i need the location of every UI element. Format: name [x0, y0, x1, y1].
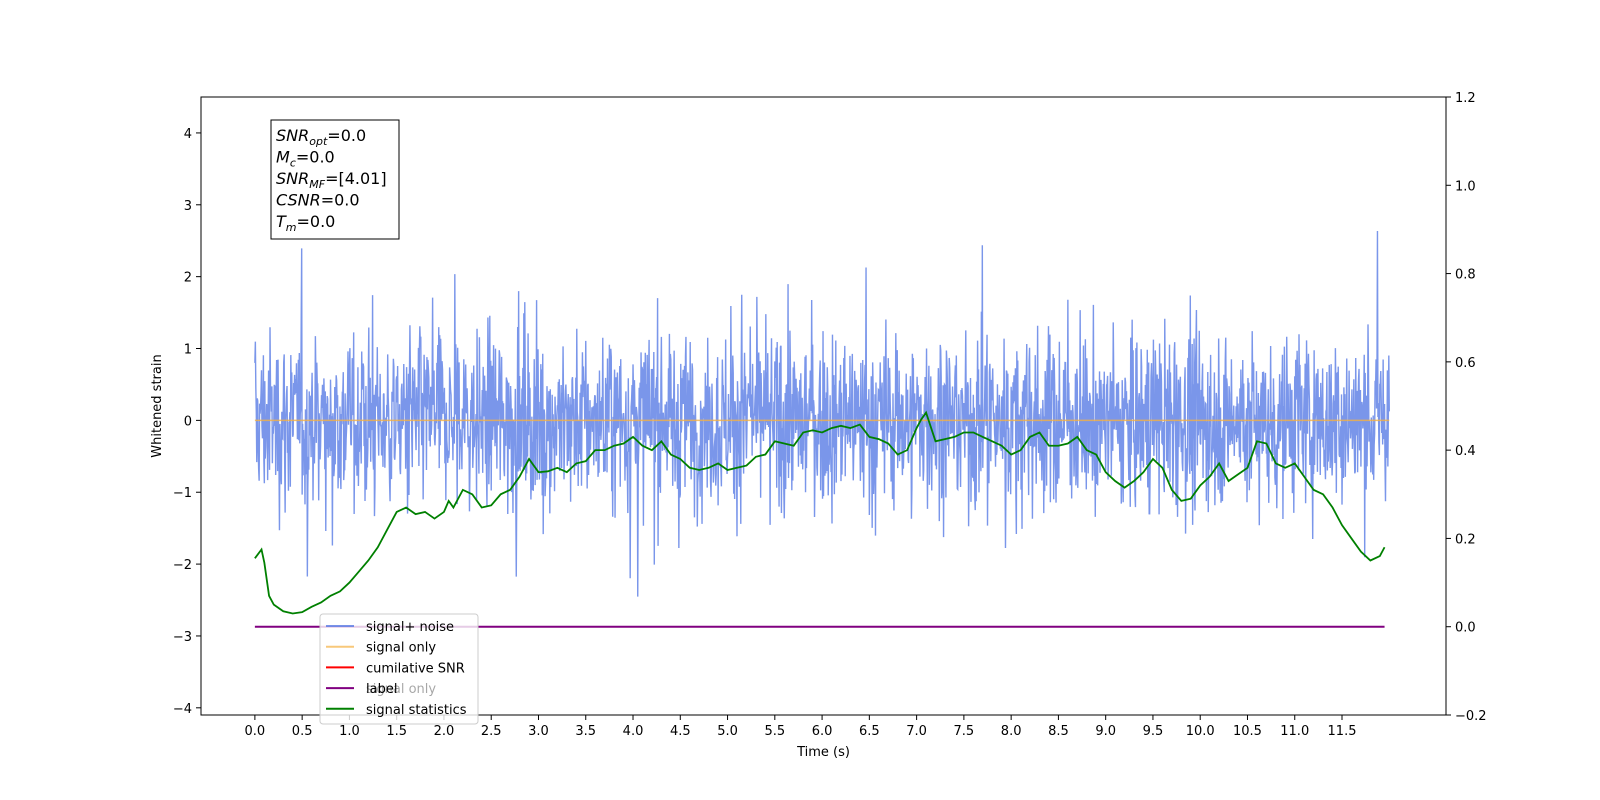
- annotation-var: SNR: [276, 126, 309, 145]
- x-tick-label: 2.0: [434, 724, 455, 739]
- annotation-value: =0.0: [321, 191, 360, 210]
- x-tick-label: 3.5: [575, 724, 596, 739]
- annotation-frame: [270, 119, 400, 240]
- annotation-value: =0.0: [296, 148, 335, 167]
- y2-tick-label: 0.8: [1455, 268, 1476, 283]
- x-tick-label: 5.5: [764, 724, 785, 739]
- plot-frame: [200, 96, 1447, 716]
- legend-label: signal only: [366, 641, 436, 656]
- x-tick-label: 7.5: [954, 724, 975, 739]
- annotation-line: Tm=0.0: [276, 212, 335, 234]
- x-tick-label: 1.0: [339, 724, 360, 739]
- x-tick-label: 9.0: [1095, 724, 1116, 739]
- x-tick-label: 5.0: [717, 724, 738, 739]
- x-tick-label: 0.0: [245, 724, 266, 739]
- x-tick-label: 11.5: [1328, 724, 1357, 739]
- annotation-sub: m: [286, 221, 297, 234]
- y2-tick-label: 1.2: [1455, 91, 1476, 106]
- y2-tick-label: 0.4: [1455, 444, 1476, 459]
- annotation-var: CSNR: [276, 191, 321, 210]
- series-signal-statistics: [254, 410, 1386, 615]
- y2-tick-label: −0.2: [1455, 709, 1487, 724]
- annotation-line: CSNR=0.0: [276, 191, 360, 210]
- legend-frame: [319, 613, 479, 725]
- y2-tick-label: 0.0: [1455, 621, 1476, 636]
- axes: 0.0 0.5 1.0 1.5 2.0 2.5 3.0 3.5 4.0 4.5 5.0 5.5 6.0 6…: [150, 91, 1487, 760]
- annotation-var: SNR: [276, 169, 309, 188]
- x-tick-label: 0.5: [292, 724, 313, 739]
- y-tick-label: 1: [184, 343, 192, 358]
- annotation-line: SNRopt=0.0: [276, 126, 366, 148]
- x-tick-label: 1.5: [386, 724, 407, 739]
- legend-label: cumilative SNR: [366, 661, 465, 676]
- annotation-var: M: [276, 148, 290, 167]
- x-tick-label: 3.0: [528, 724, 549, 739]
- annotation-value: =[4.01]: [325, 169, 387, 188]
- y-tick-label: 2: [184, 271, 192, 286]
- y2-tick-label: 0.6: [1455, 356, 1476, 371]
- legend-label: label: [366, 682, 397, 697]
- y2-tick-label: 0.2: [1455, 532, 1476, 547]
- x-tick-label: 8.5: [1048, 724, 1069, 739]
- y-tick-label: −3: [173, 630, 192, 645]
- annotation-sub: MF: [309, 178, 325, 191]
- y-tick-label: 3: [184, 199, 192, 214]
- x-tick-label: 6.5: [859, 724, 880, 739]
- y-axis-label: Whitened strain: [150, 354, 165, 457]
- x-tick-label: 4.0: [623, 724, 644, 739]
- x-tick-label: 4.5: [670, 724, 691, 739]
- x-tick-label: 7.0: [906, 724, 927, 739]
- y2-tick-label: 1.0: [1455, 179, 1476, 194]
- legend-label: signal+ noise: [366, 620, 454, 635]
- annotation-value: =0.0: [327, 126, 366, 145]
- y-tick-label: 4: [184, 127, 192, 142]
- annotation-line: SNRMF=[4.01]: [276, 169, 387, 191]
- x-tick-label: 11.0: [1280, 724, 1309, 739]
- y-tick-label: 0: [184, 414, 192, 429]
- x-tick-label: 6.0: [812, 724, 833, 739]
- y-tick-label: −2: [173, 558, 192, 573]
- annotation-line: Mc=0.0: [276, 148, 335, 170]
- legend: signal+ noise signal only cumilative SNR la…: [319, 613, 479, 725]
- x-tick-label: 8.0: [1001, 724, 1022, 739]
- x-tick-label: 10.5: [1233, 724, 1262, 739]
- x-tick-label: 9.5: [1143, 724, 1164, 739]
- x-tick-label: 2.5: [481, 724, 502, 739]
- annotation-sub: opt: [309, 135, 328, 148]
- x-axis-label: Time (s): [796, 745, 850, 760]
- annotation-value: =0.0: [297, 212, 336, 231]
- annotation-box: SNRopt=0.0Mc=0.0SNRMF=[4.01]CSNR=0.0Tm=0…: [270, 119, 400, 240]
- annotation-sub: c: [290, 157, 296, 170]
- annotation-var: T: [276, 212, 287, 231]
- legend-ghost-text: signal only: [366, 682, 436, 697]
- legend-label: signal statistics: [366, 703, 467, 718]
- series-signal-noise: [254, 230, 1390, 597]
- x-tick-label: 10.0: [1186, 724, 1215, 739]
- y-tick-label: −1: [173, 486, 192, 501]
- y-tick-label: −4: [173, 702, 192, 717]
